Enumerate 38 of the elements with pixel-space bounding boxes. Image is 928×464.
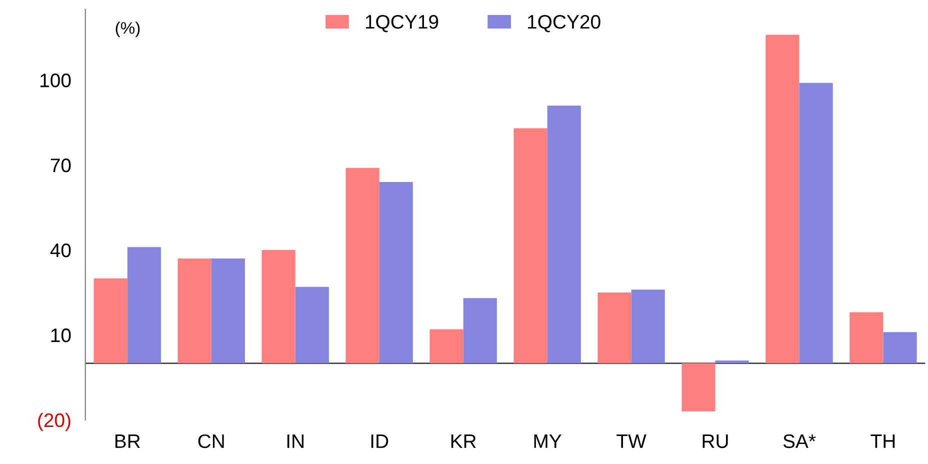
bar: [715, 360, 749, 364]
bar: [346, 168, 380, 364]
bar: [766, 34, 800, 364]
x-tick-label: MY: [534, 434, 562, 448]
x-tick-label: KR: [451, 434, 476, 448]
y-tick-label: (20): [38, 412, 70, 431]
x-tick-label: IN: [287, 434, 304, 448]
y-axis-title: (%): [116, 22, 140, 38]
bar: [682, 363, 716, 412]
bar: [850, 312, 884, 364]
bar: [883, 332, 917, 364]
bar: [598, 292, 632, 364]
y-tick-label: 40: [50, 243, 71, 258]
x-tick-label: SA*: [783, 434, 816, 448]
bar: [178, 258, 212, 364]
bar: [94, 278, 128, 364]
x-tick-label: ID: [371, 434, 388, 448]
bar: [514, 128, 548, 364]
bar: [127, 247, 161, 364]
bar: [430, 329, 464, 364]
bar: [631, 290, 665, 364]
y-tick-label: 10: [51, 328, 71, 342]
x-tick-label: RU: [702, 434, 728, 448]
bar: [379, 182, 413, 364]
x-tick-label: BR: [115, 434, 140, 448]
x-tick-label: TW: [616, 434, 646, 448]
legend-label: 1QCY20: [528, 14, 600, 32]
y-tick-label: 70: [50, 158, 71, 172]
bar: [799, 82, 833, 364]
bar: [547, 106, 581, 364]
bar: [211, 258, 245, 364]
bar: [295, 286, 329, 364]
bar: [262, 250, 296, 364]
x-tick-label: CN: [198, 434, 224, 448]
y-tick-label: 100: [40, 74, 71, 88]
x-tick-label: TH: [870, 434, 895, 448]
bar: [463, 298, 497, 364]
legend-label: 1QCY19: [366, 14, 438, 32]
